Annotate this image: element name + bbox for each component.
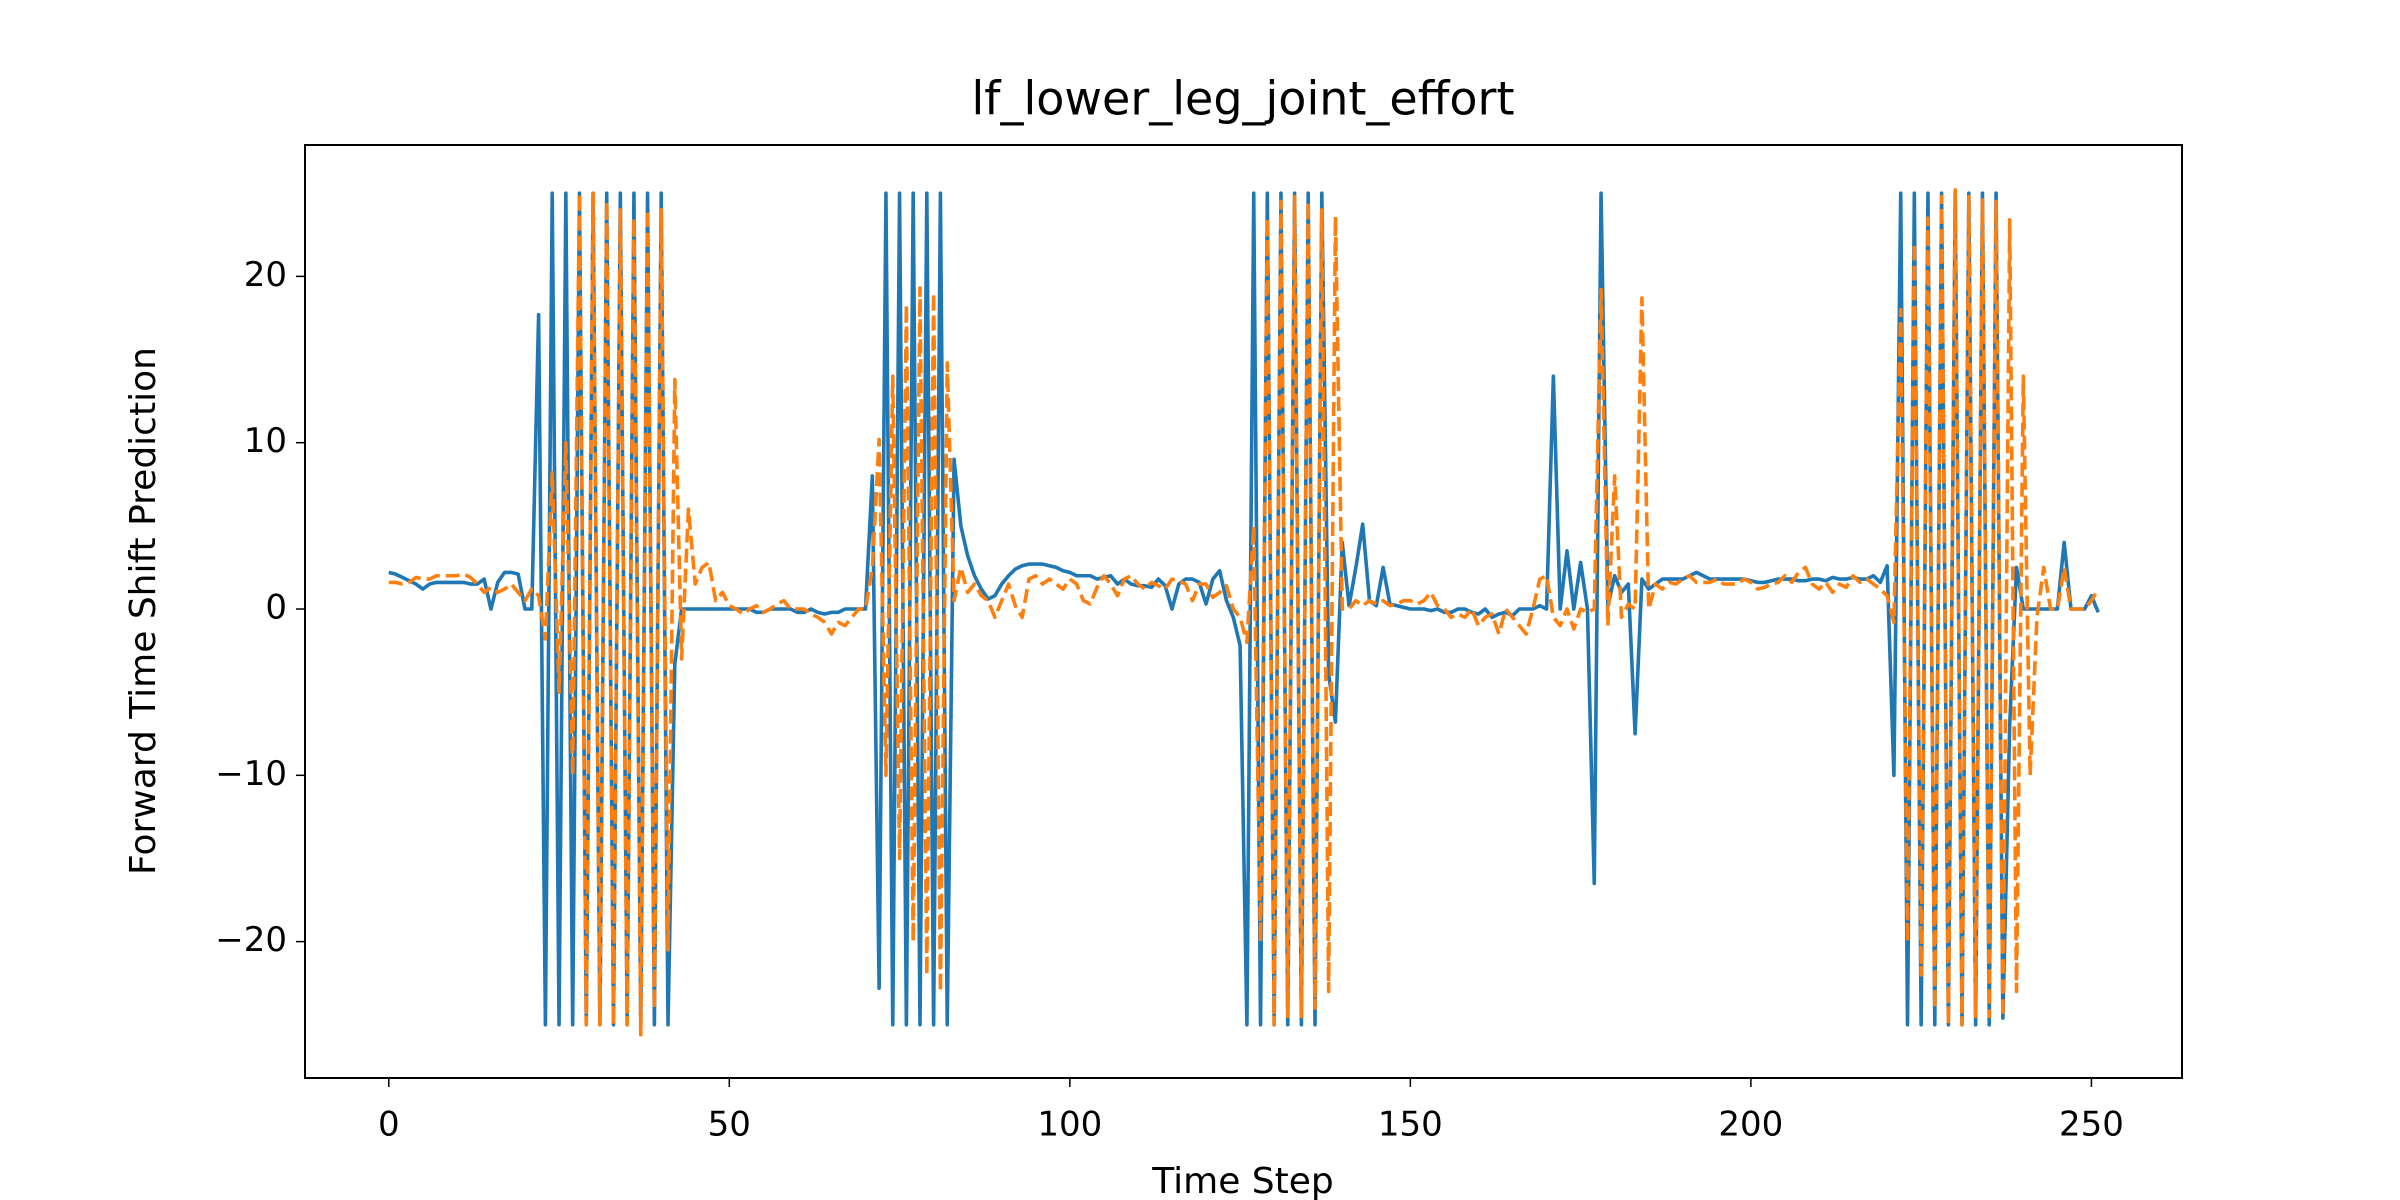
x-tick-label: 250 bbox=[2059, 1105, 2124, 1145]
series-line bbox=[388, 191, 2100, 1027]
y-tick-label: −10 bbox=[215, 754, 287, 794]
x-tick-label: 100 bbox=[1037, 1105, 1102, 1145]
x-tick-label: 200 bbox=[1718, 1105, 1783, 1145]
x-tick-label: 150 bbox=[1378, 1105, 1443, 1145]
plot-frame bbox=[304, 144, 2183, 1079]
x-axis-label: Time Step bbox=[1151, 1161, 1334, 1200]
y-tick-label: 10 bbox=[244, 421, 287, 461]
y-tick-label: 0 bbox=[265, 588, 287, 628]
y-tick-label: 20 bbox=[244, 255, 287, 295]
x-tick-label: 0 bbox=[378, 1105, 400, 1145]
x-tick-label: 50 bbox=[708, 1105, 751, 1145]
y-tick-label: −20 bbox=[215, 920, 287, 960]
chart-title: lf_lower_leg_joint_effort bbox=[972, 72, 1515, 126]
y-axis-label: Forward Time Shift Prediction bbox=[123, 347, 164, 875]
series-line bbox=[388, 188, 2100, 1037]
